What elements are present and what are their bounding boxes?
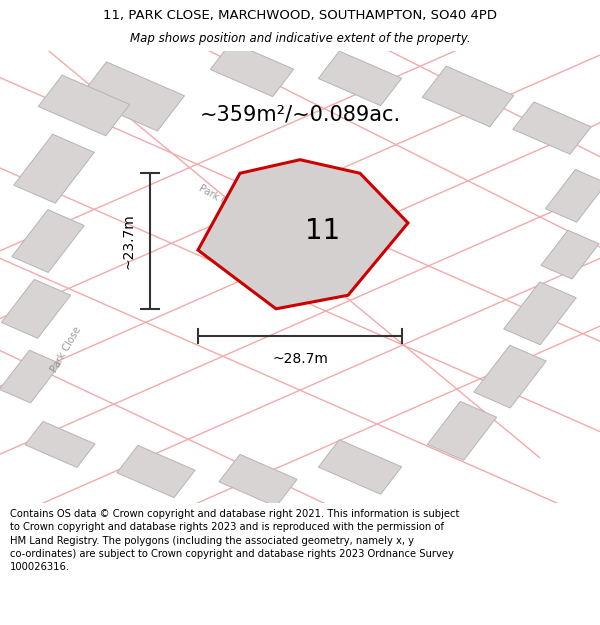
Text: 11, PARK CLOSE, MARCHWOOD, SOUTHAMPTON, SO40 4PD: 11, PARK CLOSE, MARCHWOOD, SOUTHAMPTON, … xyxy=(103,9,497,22)
Polygon shape xyxy=(0,350,61,403)
Polygon shape xyxy=(427,401,497,460)
Text: ~28.7m: ~28.7m xyxy=(272,352,328,366)
Polygon shape xyxy=(545,169,600,222)
Polygon shape xyxy=(422,66,514,127)
Polygon shape xyxy=(319,440,401,494)
Text: 11: 11 xyxy=(305,217,340,245)
Text: Map shows position and indicative extent of the property.: Map shows position and indicative extent… xyxy=(130,32,470,45)
Polygon shape xyxy=(25,421,95,468)
Polygon shape xyxy=(219,454,297,507)
Polygon shape xyxy=(319,51,401,106)
Polygon shape xyxy=(1,279,71,338)
Polygon shape xyxy=(211,42,293,97)
Polygon shape xyxy=(474,345,546,408)
Polygon shape xyxy=(38,75,130,136)
Polygon shape xyxy=(504,282,576,345)
Text: Park Close: Park Close xyxy=(197,183,247,218)
Polygon shape xyxy=(198,160,408,309)
Text: Park Close: Park Close xyxy=(49,325,83,374)
Polygon shape xyxy=(513,102,591,154)
Polygon shape xyxy=(541,230,599,279)
Polygon shape xyxy=(14,134,94,203)
Polygon shape xyxy=(80,62,184,131)
Polygon shape xyxy=(12,209,84,272)
Text: ~359m²/~0.089ac.: ~359m²/~0.089ac. xyxy=(199,104,401,124)
Polygon shape xyxy=(117,446,195,498)
Text: ~23.7m: ~23.7m xyxy=(121,213,135,269)
Text: Contains OS data © Crown copyright and database right 2021. This information is : Contains OS data © Crown copyright and d… xyxy=(10,509,460,572)
